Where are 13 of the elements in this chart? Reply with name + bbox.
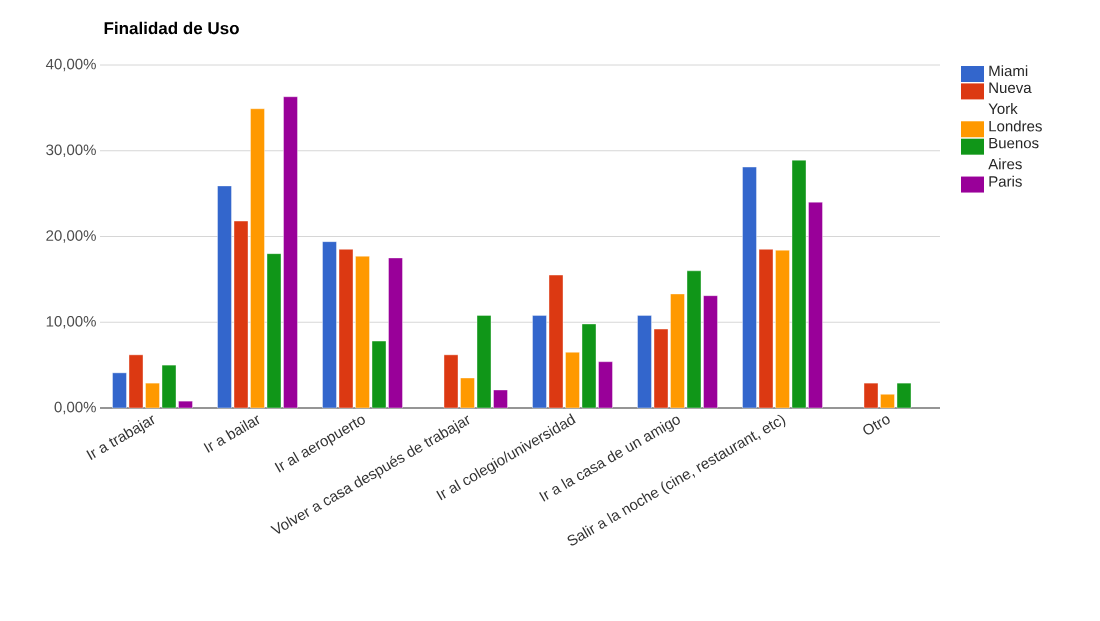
y-tick-label: 10,00% <box>46 316 96 329</box>
x-tick-label: Ir a bailar <box>203 415 260 453</box>
legend-label: Buenos Aires <box>988 137 1039 170</box>
y-tick-label: 0,00% <box>54 401 96 415</box>
y-tick-label: 30,00% <box>46 144 96 157</box>
y-tick-label: 40,00% <box>45 58 96 72</box>
legend-label: Londres <box>989 120 1042 132</box>
chart-title: Finalidad de Uso <box>104 21 239 35</box>
legend-label: Miami <box>989 65 1028 77</box>
x-tick-label: Otro <box>863 416 890 435</box>
legend-label: Paris <box>989 175 1022 187</box>
y-tick-label: 20,00% <box>46 230 96 243</box>
legend-label: Nueva York <box>988 82 1032 115</box>
